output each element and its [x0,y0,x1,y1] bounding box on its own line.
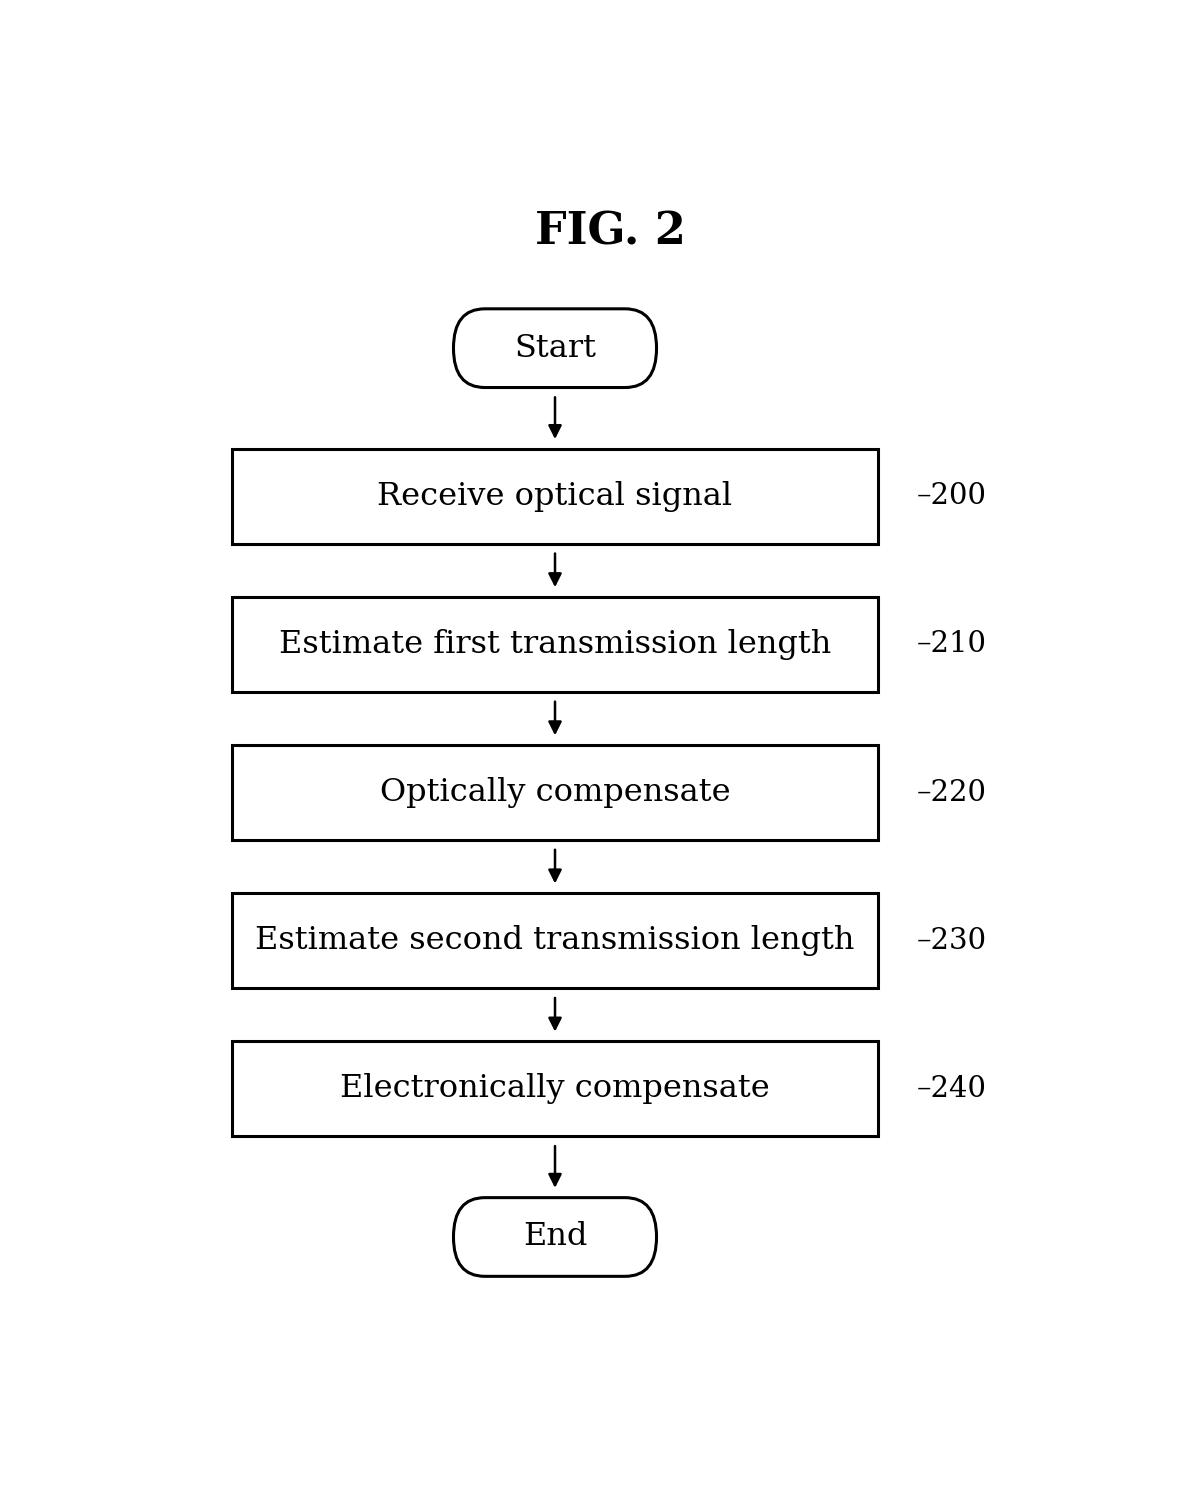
Text: Receive optical signal: Receive optical signal [378,481,732,513]
FancyBboxPatch shape [454,308,656,388]
Text: Electronically compensate: Electronically compensate [341,1073,769,1105]
Text: –210: –210 [917,630,987,658]
Text: –230: –230 [917,927,987,954]
Text: FIG. 2: FIG. 2 [535,210,686,254]
Text: End: End [523,1222,587,1252]
Text: –220: –220 [917,779,987,807]
Text: Optically compensate: Optically compensate [380,777,730,809]
Text: Start: Start [515,332,596,364]
FancyBboxPatch shape [232,449,878,544]
Text: Estimate second transmission length: Estimate second transmission length [255,926,855,956]
FancyBboxPatch shape [232,893,878,987]
Text: –240: –240 [917,1075,987,1103]
FancyBboxPatch shape [232,745,878,840]
FancyBboxPatch shape [232,1042,878,1136]
Text: Estimate first transmission length: Estimate first transmission length [279,628,831,660]
FancyBboxPatch shape [454,1198,656,1276]
FancyBboxPatch shape [232,597,878,691]
Text: –200: –200 [917,482,987,511]
